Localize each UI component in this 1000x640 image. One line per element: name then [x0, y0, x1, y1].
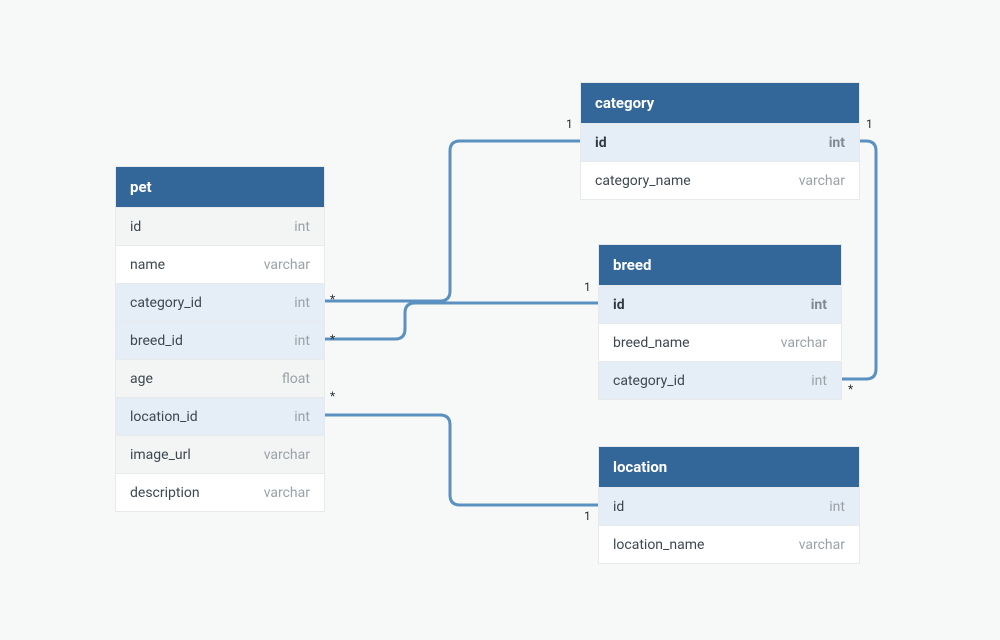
column-type: int: [829, 499, 845, 515]
column-type: varchar: [799, 173, 845, 189]
column-name: name: [130, 257, 165, 273]
column-type: int: [811, 373, 827, 389]
column-name: location_name: [613, 537, 704, 553]
column-category-id: id int: [581, 123, 859, 161]
table-header-category: category: [581, 83, 859, 123]
edge-pet-breed: [325, 303, 598, 339]
column-type: varchar: [781, 335, 827, 351]
column-location-location_name: location_name varchar: [599, 525, 859, 563]
table-breed: breed id int breed_name varchar category_id in…: [598, 244, 842, 400]
column-type: varchar: [264, 485, 310, 501]
column-name: description: [130, 485, 200, 501]
column-name: id: [613, 499, 624, 515]
column-name: age: [130, 371, 153, 387]
column-breed-id: id int: [599, 285, 841, 323]
table-header-location: location: [599, 447, 859, 487]
cardinality-label: 1: [584, 509, 591, 523]
cardinality-label: 1: [584, 280, 591, 294]
column-type: int: [829, 135, 845, 151]
cardinality-label: 1: [566, 117, 573, 131]
column-pet-category_id: category_id int: [116, 283, 324, 321]
column-type: int: [294, 219, 310, 235]
cardinality-label: 1: [866, 117, 873, 131]
column-name: breed_name: [613, 335, 690, 351]
edge-pet-category: [325, 141, 580, 301]
column-name: breed_id: [130, 333, 183, 349]
column-pet-image_url: image_url varchar: [116, 435, 324, 473]
table-pet: petidintnamevarcharcategory_idintbreed_i…: [115, 166, 325, 512]
table-category: category id int category_name varchar: [580, 82, 860, 200]
column-name: id: [613, 297, 625, 313]
column-pet-breed_id: breed_id int: [116, 321, 324, 359]
er-canvas: *1*1*1*1 petidintnamevarcharcategory_idi…: [0, 0, 1000, 640]
cardinality-label: *: [330, 389, 335, 403]
column-type: varchar: [264, 447, 310, 463]
column-name: id: [595, 135, 607, 151]
table-header-pet: pet: [116, 167, 324, 207]
cardinality-label: *: [848, 382, 853, 396]
column-type: int: [294, 409, 310, 425]
column-pet-description: description varchar: [116, 473, 324, 511]
column-name: id: [130, 219, 141, 235]
column-type: int: [294, 333, 310, 349]
column-type: int: [811, 297, 827, 313]
cardinality-label: *: [330, 332, 335, 346]
column-location-id: id int: [599, 487, 859, 525]
column-breed-breed_name: breed_name varchar: [599, 323, 841, 361]
column-type: varchar: [264, 257, 310, 273]
column-pet-name: name varchar: [116, 245, 324, 283]
column-category-category_name: category_name varchar: [581, 161, 859, 199]
column-pet-id: id int: [116, 207, 324, 245]
column-breed-category_id: category_id int: [599, 361, 841, 399]
column-type: float: [282, 371, 310, 387]
edge-pet-location: [325, 415, 598, 505]
table-location: location id int location_name varchar: [598, 446, 860, 564]
column-type: varchar: [799, 537, 845, 553]
column-type: int: [294, 295, 310, 311]
column-name: category_name: [595, 173, 691, 189]
column-name: category_id: [613, 373, 685, 389]
column-name: category_id: [130, 295, 202, 311]
cardinality-label: *: [330, 292, 335, 306]
column-name: image_url: [130, 447, 191, 463]
table-header-breed: breed: [599, 245, 841, 285]
column-name: location_id: [130, 409, 198, 425]
column-pet-age: age float: [116, 359, 324, 397]
column-pet-location_id: location_id int: [116, 397, 324, 435]
